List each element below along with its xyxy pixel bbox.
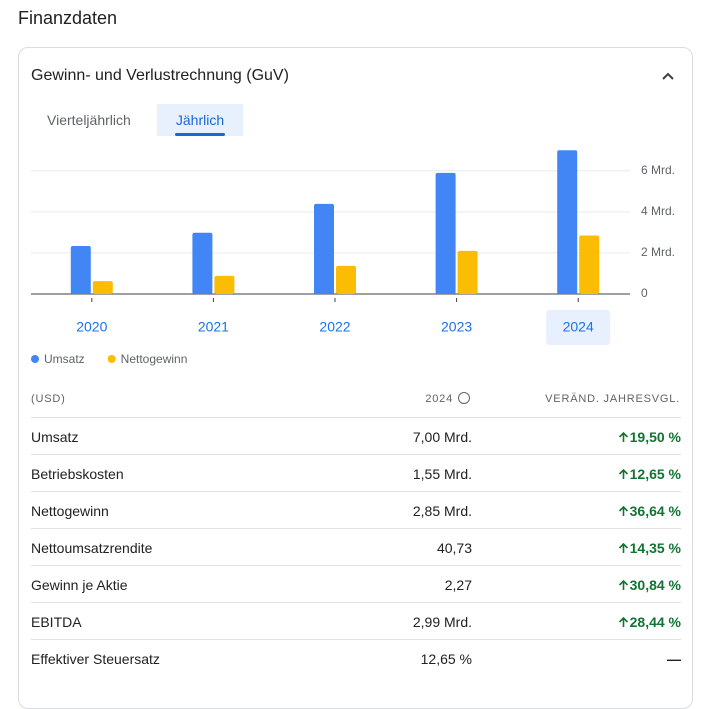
- up-arrow: [618, 542, 628, 553]
- legend-label: Nettogewinn: [121, 352, 188, 366]
- table-row: Gewinn je Aktie 2,27 30,84 %: [31, 565, 681, 603]
- tab-label[interactable]: Jährlich: [175, 112, 225, 128]
- column-header: (USD): [31, 393, 66, 405]
- row-label: Gewinn je Aktie: [31, 577, 128, 593]
- table-row: Nettogewinn 2,85 Mrd. 36,64 %: [31, 491, 681, 529]
- y-tick-label: 6 Mrd.: [641, 163, 675, 177]
- section-title: Gewinn- und Verlustrechnung (GuV): [31, 67, 289, 84]
- table-row: Effektiver Steuersatz 12,65 % —: [31, 639, 681, 677]
- up-arrow: [618, 468, 628, 479]
- up-arrow: [618, 505, 628, 516]
- bar: [557, 150, 578, 294]
- y-tick-label: 0: [641, 286, 648, 300]
- selected-category: [546, 310, 611, 345]
- up-arrow: [618, 579, 628, 590]
- row-value: 1,55 Mrd.: [412, 466, 472, 482]
- table-row: Nettoumsatzrendite 40,73 14,35 %: [31, 528, 681, 566]
- tab-indicator: [175, 133, 225, 136]
- row-value: 12,65 %: [420, 651, 472, 667]
- table-row: Umsatz 7,00 Mrd. 19,50 %: [31, 417, 681, 455]
- table-row: EBITDA 2,99 Mrd. 28,44 %: [31, 602, 681, 640]
- up-arrow: [618, 431, 628, 442]
- row-value: 2,27: [444, 577, 472, 593]
- row-value: 7,00 Mrd.: [412, 429, 472, 445]
- x-tick-label: 2020: [76, 319, 107, 335]
- table-row: Betriebskosten 1,55 Mrd. 12,65 %: [31, 454, 681, 492]
- tab[interactable]: Vierteljährlich: [47, 112, 131, 128]
- legend-label: Umsatz: [44, 352, 85, 366]
- bar: [314, 203, 334, 294]
- bar: [457, 250, 478, 294]
- y-tick-label: 2 Mrd.: [641, 245, 675, 259]
- row-label: Effektiver Steuersatz: [31, 651, 160, 667]
- bar: [336, 265, 356, 294]
- x-tick-label: 2023: [441, 319, 472, 335]
- bar: [192, 232, 213, 294]
- y-tick-label: 4 Mrd.: [641, 204, 675, 218]
- row-label: EBITDA: [31, 614, 82, 630]
- row-label: Nettoumsatzrendite: [31, 540, 153, 556]
- row-change: 12,65 %: [618, 466, 681, 482]
- row-value: 2,99 Mrd.: [412, 614, 472, 630]
- x-tick-label: 2022: [319, 319, 350, 335]
- bar: [435, 172, 456, 294]
- page: Finanzdaten Gewinn- und Verlustrechnung …: [18, 8, 693, 709]
- row-value: 40,73: [436, 540, 472, 556]
- table: (USD) 2024 VERÄND. JAHRESVGL. Umsatz 7,00 Mr…: [31, 392, 681, 677]
- column-header: 2024: [425, 393, 453, 405]
- chart: 0 2 Mrd. 4 Mrd. 6 Mrd. 2020 2021 2022 2023 2024 U…: [31, 150, 675, 366]
- row-change: 28,44 %: [618, 614, 681, 630]
- row-label: Nettogewinn: [31, 503, 109, 519]
- bar: [70, 245, 91, 294]
- legend-marker: [31, 355, 39, 363]
- row-label: Betriebskosten: [31, 466, 124, 482]
- legend-marker: [107, 355, 116, 363]
- up-arrow: [618, 616, 628, 627]
- x-tick-label: 2024: [563, 319, 594, 335]
- row-change: —: [667, 651, 681, 667]
- bar: [92, 281, 113, 294]
- collapse-button[interactable]: [660, 68, 676, 84]
- row-label: Umsatz: [31, 429, 79, 445]
- page-title: Finanzdaten: [18, 8, 118, 28]
- bar: [579, 235, 600, 294]
- row-change: 19,50 %: [618, 429, 681, 445]
- row-change: 36,64 %: [618, 503, 681, 519]
- bar: [214, 275, 235, 294]
- row-value: 2,85 Mrd.: [412, 503, 472, 519]
- info-icon: [458, 392, 470, 404]
- x-tick-label: 2021: [198, 319, 229, 335]
- column-header: VERÄND. JAHRESVGL.: [545, 393, 680, 405]
- row-change: 14,35 %: [618, 540, 681, 556]
- tab-active[interactable]: [157, 104, 243, 136]
- row-change: 30,84 %: [618, 577, 681, 593]
